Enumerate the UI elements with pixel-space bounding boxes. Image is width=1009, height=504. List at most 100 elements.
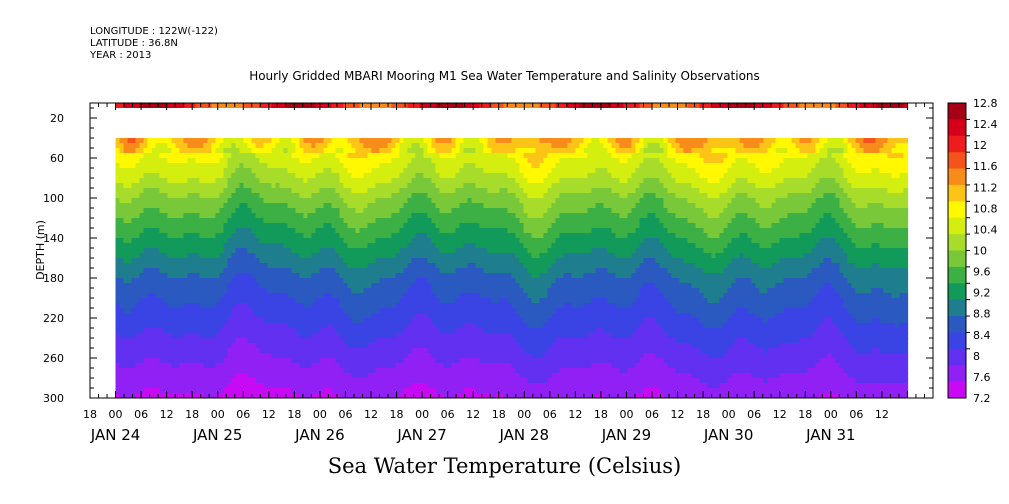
temperature-cell: [379, 358, 385, 364]
temperature-cell: [439, 313, 445, 319]
temperature-cell: [383, 343, 389, 349]
temperature-cell: [287, 228, 293, 234]
temperature-cell: [495, 328, 501, 334]
temperature-cell: [359, 303, 365, 309]
temperature-cell: [115, 308, 121, 314]
temperature-cell: [151, 363, 157, 369]
temperature-cell: [171, 153, 177, 159]
temperature-cell: [443, 318, 449, 324]
temperature-cell: [363, 263, 369, 269]
temperature-cell: [291, 223, 297, 229]
temperature-cell: [251, 248, 257, 254]
temperature-cell: [127, 193, 133, 199]
temperature-cell: [315, 208, 321, 214]
temperature-cell: [383, 253, 389, 259]
temperature-cell: [311, 303, 317, 309]
temperature-cell: [395, 323, 401, 329]
temperature-cell: [179, 178, 185, 184]
temperature-cell: [491, 388, 497, 394]
temperature-cell: [423, 138, 429, 144]
temperature-cell: [495, 308, 501, 314]
temperature-cell: [115, 273, 121, 279]
temperature-cell: [223, 273, 229, 279]
temperature-cell: [139, 183, 145, 189]
temperature-cell: [299, 218, 305, 224]
temperature-cell: [259, 143, 265, 149]
temperature-cell: [227, 338, 233, 344]
temperature-cell: [139, 298, 145, 304]
temperature-cell: [379, 368, 385, 374]
temperature-cell: [215, 358, 221, 364]
temperature-cell: [175, 388, 181, 394]
temperature-cell: [227, 218, 233, 224]
temperature-cell: [259, 138, 265, 144]
temperature-cell: [475, 373, 481, 379]
temperature-cell: [347, 363, 353, 369]
temperature-cell: [411, 143, 417, 149]
temperature-cell: [323, 353, 329, 359]
temperature-cell: [311, 163, 317, 169]
temperature-cell: [203, 208, 209, 214]
temperature-cell: [255, 198, 261, 204]
temperature-cell: [463, 378, 469, 384]
temperature-cell: [135, 263, 141, 269]
temperature-cell: [411, 198, 417, 204]
temperature-cell: [383, 383, 389, 389]
temperature-cell: [147, 273, 153, 279]
temperature-cell: [415, 223, 421, 229]
temperature-cell: [279, 243, 285, 249]
temperature-cell: [399, 293, 405, 299]
temperature-cell: [131, 273, 137, 279]
temperature-cell: [259, 348, 265, 354]
temperature-cell: [183, 223, 189, 229]
temperature-cell: [211, 148, 217, 154]
temperature-cell: [459, 223, 465, 229]
temperature-cell: [211, 173, 217, 179]
temperature-cell: [231, 333, 237, 339]
temperature-cell: [259, 193, 265, 199]
temperature-cell: [383, 138, 389, 144]
temperature-cell: [347, 183, 353, 189]
temperature-cell: [303, 343, 309, 349]
temperature-cell: [387, 278, 393, 284]
temperature-cell: [491, 228, 497, 234]
temperature-cell: [247, 183, 253, 189]
temperature-cell: [147, 228, 153, 234]
temperature-cell: [115, 163, 121, 169]
temperature-cell: [487, 153, 493, 159]
temperature-cell: [163, 218, 169, 224]
temperature-cell: [247, 338, 253, 344]
temperature-cell: [419, 378, 425, 384]
temperature-cell: [151, 253, 157, 259]
temperature-cell: [143, 153, 149, 159]
temperature-cell: [159, 378, 165, 384]
temperature-cell: [391, 378, 397, 384]
temperature-cell: [139, 388, 145, 394]
temperature-cell: [411, 203, 417, 209]
temperature-cell: [275, 233, 281, 239]
temperature-cell: [391, 193, 397, 199]
temperature-cell: [223, 283, 229, 289]
temperature-cell: [459, 343, 465, 349]
temperature-cell: [227, 278, 233, 284]
temperature-cell: [127, 223, 133, 229]
temperature-cell: [383, 313, 389, 319]
temperature-cell: [243, 173, 249, 179]
temperature-cell: [459, 383, 465, 389]
temperature-cell: [311, 353, 317, 359]
temperature-cell: [235, 298, 241, 304]
temperature-cell: [143, 158, 149, 164]
temperature-cell: [179, 273, 185, 279]
temperature-cell: [471, 373, 477, 379]
temperature-cell: [195, 303, 201, 309]
temperature-cell: [255, 368, 261, 374]
temperature-cell: [207, 298, 213, 304]
temperature-cell: [275, 293, 281, 299]
temperature-cell: [367, 283, 373, 289]
temperature-cell: [231, 393, 237, 398]
temperature-cell: [123, 193, 129, 199]
temperature-cell: [267, 253, 273, 259]
temperature-cell: [191, 343, 197, 349]
temperature-cell: [159, 178, 165, 184]
temperature-cell: [399, 248, 405, 254]
